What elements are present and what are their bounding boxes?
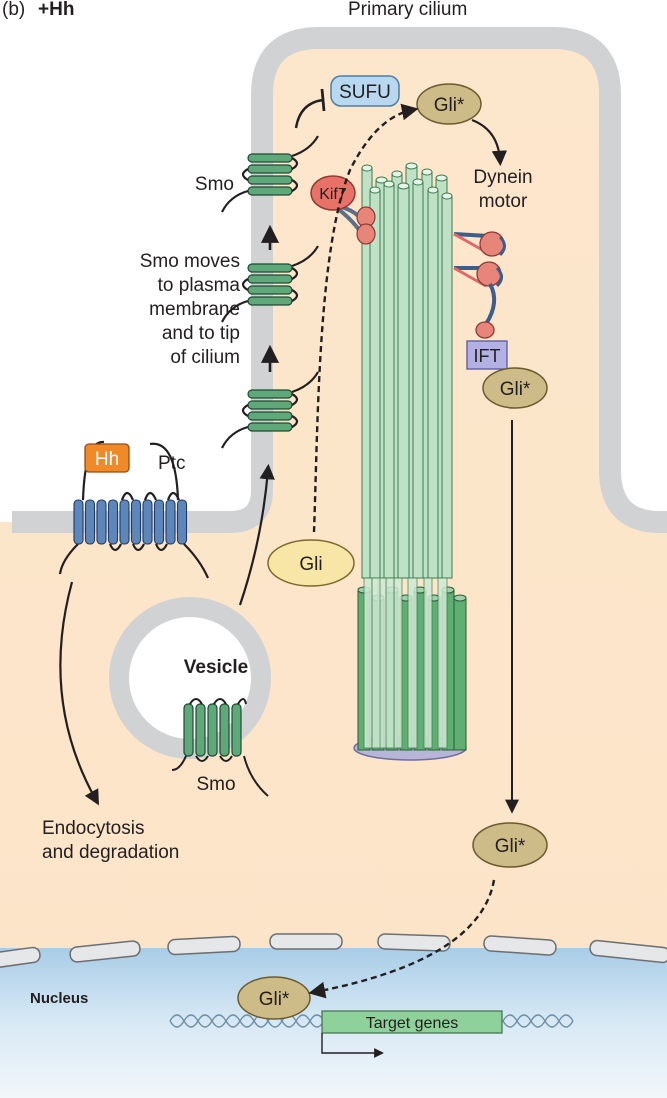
ptc-label: Ptc [158, 453, 185, 474]
sufu-label: SUFU [339, 82, 391, 103]
gli-inactive-label: Gli [299, 554, 322, 575]
ift-label: IFT [474, 346, 501, 366]
transcription-start-arrow [321, 1033, 384, 1058]
target-genes-box [321, 1010, 503, 1034]
panel-condition: +Hh [38, 0, 74, 20]
primary-cilium-title: Primary cilium [348, 0, 467, 20]
gli-active-top-label: Gli* [434, 95, 465, 116]
panel-letter: (b) [2, 0, 25, 20]
smo-label-vesicle: Smo [196, 774, 235, 795]
smo-moves-line-1: Smo moves [140, 251, 240, 272]
target-genes-label: Target genes [366, 1015, 459, 1032]
vesicle-label: Vesicle [184, 657, 248, 678]
smo-receptor-middle [221, 245, 319, 323]
smo-up-arrow-3 [238, 463, 275, 606]
dynein-motor-label-2: motor [479, 191, 528, 212]
smo-moves-line-4: and to tip [162, 323, 240, 344]
gli-active-middle-label: Gli* [500, 379, 531, 400]
smo-moves-line-3: membrane [149, 299, 240, 320]
ift-complex [466, 340, 508, 370]
sufu [330, 75, 400, 107]
smo-moves-line-2: to plasma [158, 275, 241, 296]
axoneme-microtubules [357, 162, 467, 751]
endocytosis-label-2: and degradation [42, 842, 179, 863]
smo-receptor-vesicle [171, 698, 269, 797]
smo-moves-line-5: of cilium [170, 347, 240, 368]
endocytosis-arrow [59, 581, 100, 806]
smo-inhibits-sufu [294, 98, 324, 129]
dynein-motor [453, 231, 506, 339]
hh-label: Hh [95, 449, 119, 470]
smo-receptor-top [221, 135, 319, 213]
gli-tip-to-dynein-arrow [471, 118, 508, 167]
gli-active-middle [482, 367, 548, 409]
gli-inactive [267, 539, 355, 587]
gli-to-tip-arrow [312, 103, 419, 533]
dna-helix [169, 1014, 574, 1028]
plasma-membrane [12, 27, 667, 533]
nucleus-label: Nucleus [30, 990, 88, 1007]
endocytosis-label-1: Endocytosis [42, 818, 144, 839]
gli-to-nucleus-arrow [308, 879, 496, 999]
smo-receptor-lower [221, 371, 319, 449]
smo-label-top: Smo [195, 174, 234, 195]
gli-active-cytoplasm [472, 822, 548, 868]
gli-active-cytoplasm-label: Gli* [495, 836, 526, 857]
dynein-motor-label-1: Dynein [473, 167, 532, 188]
gli-active-nucleus-label: Gli* [259, 989, 290, 1010]
kif7 [310, 175, 376, 245]
hh-ligand [84, 443, 130, 473]
nuclear-envelope [0, 933, 667, 969]
